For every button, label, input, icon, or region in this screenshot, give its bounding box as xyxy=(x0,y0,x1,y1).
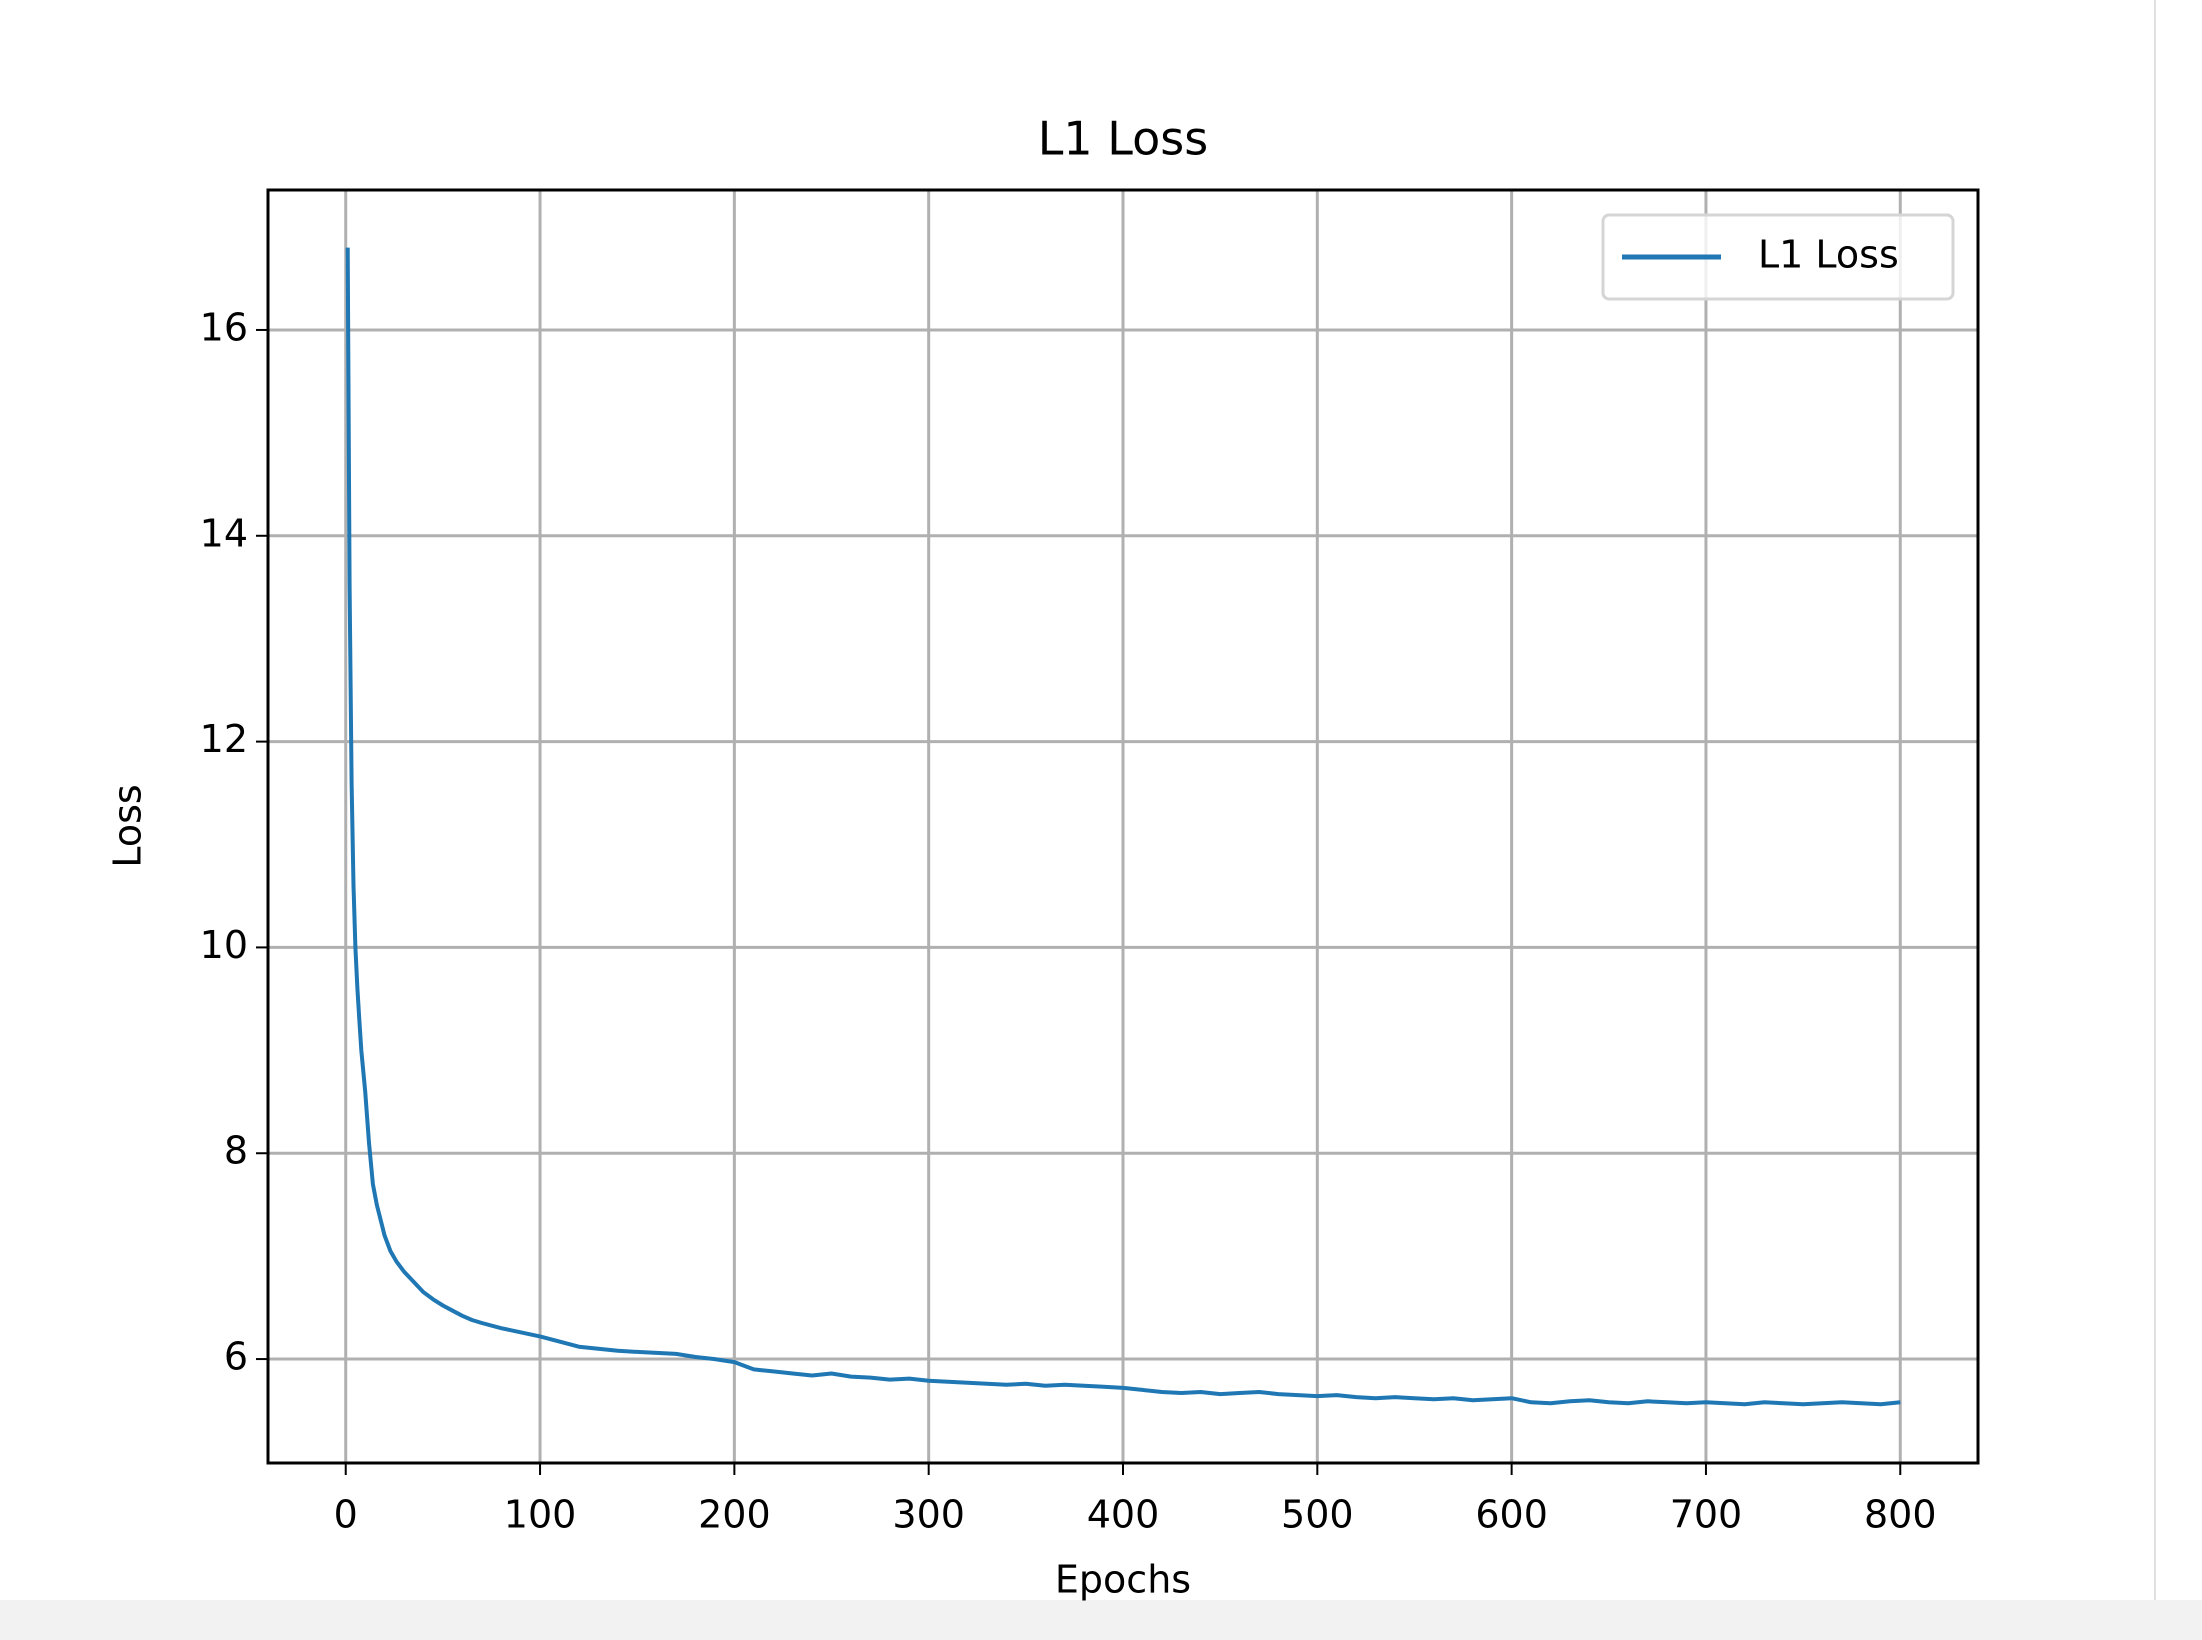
legend-box xyxy=(1601,213,1955,301)
legend-label: L1 Loss xyxy=(1758,233,1899,277)
line-series xyxy=(345,247,1901,1407)
y-tick-label: 14 xyxy=(200,511,248,555)
window-bottom xyxy=(0,1600,2202,1640)
x-tick-label: 400 xyxy=(1087,1493,1160,1537)
x-tick-label: 500 xyxy=(1281,1493,1354,1537)
y-tick-label: 10 xyxy=(200,923,248,967)
x-tick-label: 100 xyxy=(504,1493,577,1537)
chart-title: L1 Loss xyxy=(1038,112,1208,166)
y-tick-label: 6 xyxy=(224,1335,248,1379)
axes-frame xyxy=(266,188,1980,1465)
y-tick-label: 8 xyxy=(224,1129,248,1173)
x-tick-label: 600 xyxy=(1475,1493,1548,1537)
y-tick-label: 12 xyxy=(200,717,248,761)
y-axis-label: Loss xyxy=(106,784,150,867)
x-tick-label: 0 xyxy=(334,1493,358,1537)
x-tick-label: 700 xyxy=(1670,1493,1743,1537)
x-tick-label: 200 xyxy=(698,1493,771,1537)
x-tick-label: 800 xyxy=(1864,1493,1937,1537)
x-axis-label: Epochs xyxy=(1055,1558,1191,1602)
y-tick-label: 16 xyxy=(200,305,248,349)
x-tick-label: 300 xyxy=(892,1493,965,1537)
